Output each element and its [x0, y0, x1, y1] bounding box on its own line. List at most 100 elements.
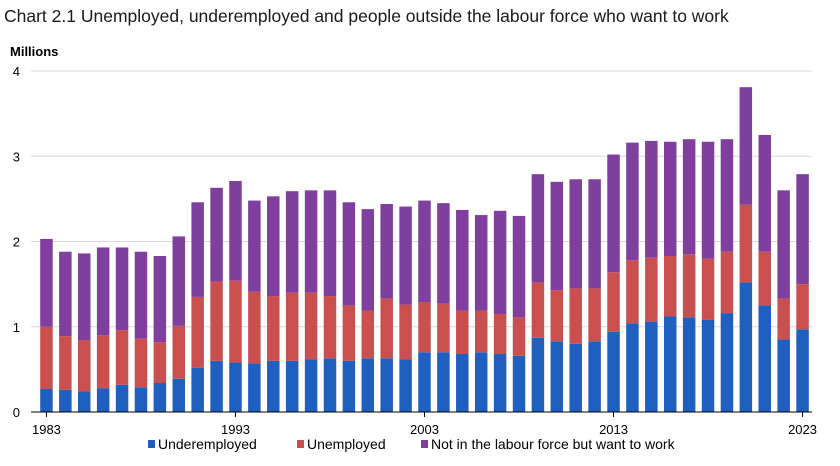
bar-underemployed: [59, 389, 72, 412]
bar-unemployed: [456, 310, 469, 355]
bar-unemployed: [682, 254, 696, 318]
bar-unemployed: [626, 260, 639, 324]
bar-not-in-labour-force: [191, 202, 204, 297]
bar-underemployed: [437, 352, 450, 412]
bar-underemployed: [267, 360, 280, 412]
chart-title: Chart 2.1 Unemployed, underemployed and …: [4, 6, 729, 26]
bar-underemployed: [285, 360, 299, 412]
bar-underemployed: [361, 358, 375, 412]
bar-underemployed: [645, 321, 658, 412]
bar-not-in-labour-force: [777, 190, 790, 299]
bar-underemployed: [134, 387, 148, 412]
bar-not-in-labour-force: [512, 215, 526, 318]
x-tick-label: 2013: [599, 422, 628, 437]
bar-unemployed: [342, 305, 356, 361]
bar-underemployed: [626, 323, 639, 412]
bar-underemployed: [323, 358, 337, 412]
bar-not-in-labour-force: [682, 139, 696, 255]
bar-not-in-labour-force: [229, 180, 242, 281]
bar-not-in-labour-force: [96, 247, 110, 336]
bar-not-in-labour-force: [701, 141, 715, 259]
bar-underemployed: [248, 363, 261, 412]
bar-not-in-labour-force: [342, 202, 356, 306]
bar-unemployed: [607, 272, 620, 332]
bar-underemployed: [777, 339, 790, 412]
bar-not-in-labour-force: [758, 134, 771, 252]
bar-underemployed: [739, 282, 753, 412]
x-tick-label: 2003: [410, 422, 439, 437]
y-tick-label: 4: [13, 64, 20, 79]
bar-unemployed: [210, 281, 223, 361]
bar-underemployed: [682, 317, 696, 412]
legend-swatch: [297, 440, 304, 448]
bar-unemployed: [663, 255, 677, 317]
bar-underemployed: [304, 359, 318, 412]
bar-underemployed: [229, 362, 242, 412]
legend-label: Unemployed: [307, 436, 386, 452]
bar-unemployed: [115, 330, 129, 385]
bar-underemployed: [607, 331, 620, 412]
bar-unemployed: [96, 335, 110, 389]
bar-not-in-labour-force: [40, 238, 53, 327]
bar-not-in-labour-force: [663, 141, 677, 256]
bar-underemployed: [796, 329, 809, 412]
bar-unemployed: [134, 338, 148, 388]
bar-not-in-labour-force: [361, 209, 375, 311]
bar-unemployed: [229, 280, 242, 363]
bar-not-in-labour-force: [739, 87, 753, 205]
bar-not-in-labour-force: [323, 190, 337, 297]
bar-unemployed: [323, 296, 337, 359]
bar-underemployed: [153, 383, 167, 412]
bar-underemployed: [418, 352, 431, 412]
bar-unemployed: [474, 310, 488, 353]
bar-underemployed: [512, 355, 526, 412]
bar-unemployed: [777, 298, 790, 340]
bar-unemployed: [153, 342, 167, 384]
x-tick-label: 2023: [788, 422, 817, 437]
bar-not-in-labour-force: [248, 200, 261, 292]
bar-unemployed: [701, 258, 715, 320]
bar-not-in-labour-force: [153, 255, 167, 343]
bar-not-in-labour-force: [399, 206, 412, 305]
bar-underemployed: [40, 388, 53, 412]
bar-unemployed: [588, 288, 601, 342]
legend-label: Underemployed: [158, 436, 257, 452]
bar-unemployed: [512, 317, 526, 356]
bar-not-in-labour-force: [304, 190, 318, 293]
bar-underemployed: [342, 360, 356, 412]
bar-unemployed: [569, 288, 582, 344]
legend-swatch: [421, 440, 428, 448]
bar-unemployed: [361, 310, 375, 359]
bar-not-in-labour-force: [172, 236, 186, 326]
bar-unemployed: [248, 291, 261, 364]
bar-not-in-labour-force: [720, 139, 734, 252]
x-tick-label: 1993: [221, 422, 250, 437]
bar-unemployed: [418, 302, 431, 353]
bar-unemployed: [720, 251, 734, 314]
bar-not-in-labour-force: [210, 187, 223, 282]
bar-underemployed: [663, 316, 677, 412]
bar-not-in-labour-force: [588, 179, 601, 289]
bar-unemployed: [191, 296, 204, 368]
y-tick-label: 3: [13, 149, 20, 164]
bar-underemployed: [96, 388, 110, 412]
bar-unemployed: [304, 292, 318, 360]
bar-not-in-labour-force: [569, 179, 582, 289]
bar-unemployed: [796, 284, 809, 330]
bar-underemployed: [191, 367, 204, 412]
y-tick-label: 2: [13, 235, 20, 250]
bar-not-in-labour-force: [550, 181, 564, 291]
bar-underemployed: [115, 384, 129, 412]
bar-underemployed: [399, 359, 412, 412]
bar-not-in-labour-force: [607, 154, 620, 273]
y-tick-label: 1: [13, 320, 20, 335]
x-tick-label: 1983: [32, 422, 61, 437]
bar-not-in-labour-force: [380, 203, 393, 299]
bar-not-in-labour-force: [418, 200, 431, 303]
bar-not-in-labour-force: [531, 174, 545, 283]
bar-underemployed: [701, 319, 715, 412]
bar-underemployed: [380, 358, 393, 412]
bar-not-in-labour-force: [267, 196, 280, 297]
bar-not-in-labour-force: [645, 140, 658, 258]
